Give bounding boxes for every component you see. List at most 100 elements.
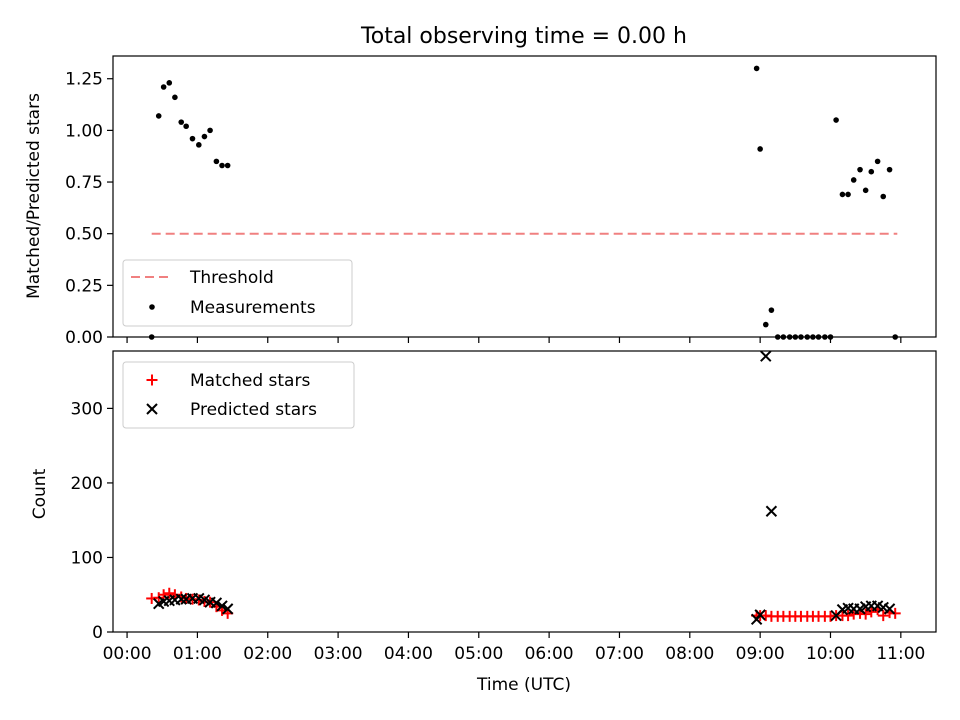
measurement-point (207, 127, 213, 134)
count-marks (146, 350, 901, 626)
x-tick-label: 08:00 (665, 644, 714, 664)
x-tick-label: 11:00 (876, 644, 925, 664)
predicted-star-point (175, 593, 187, 605)
measurement-point (757, 146, 763, 152)
count-y-axis-label: Count (30, 468, 50, 519)
measurement-point (201, 133, 208, 140)
predicted-star-point-b (221, 603, 234, 615)
y-tick-label: 100 (71, 548, 103, 568)
measurement-point (155, 113, 162, 119)
measurement-point (874, 158, 881, 165)
x-tick-label: 02:00 (243, 644, 292, 664)
matched-star-point (158, 589, 170, 601)
predicted-star-point-b (754, 609, 766, 621)
predicted-star-point-b (877, 601, 889, 614)
x-tick-label: 06:00 (525, 644, 574, 664)
measurement-point (189, 135, 196, 142)
measurement-point (762, 321, 769, 328)
count-panel: 0 100 200 300 00:00 01:00 02:00 03:00 04:00 05:0… (30, 350, 937, 695)
y-tick-label: 0 (92, 623, 103, 643)
x-tick-label: 00:00 (103, 644, 152, 664)
matched-star-point (860, 608, 872, 620)
legend-predicted-label: Predicted stars (190, 400, 317, 420)
measurement-point (862, 187, 869, 194)
predicted-star-point (216, 600, 228, 612)
ratio-legend: Threshold Measurements (122, 259, 353, 327)
matched-star-point (169, 589, 181, 601)
predicted-star-point-b (198, 594, 211, 606)
legend-matched-swatch (146, 374, 158, 386)
x-tick-label: 10:00 (806, 644, 855, 664)
measurement-point (178, 119, 185, 125)
legend-measurements-swatch (149, 304, 155, 310)
measurement-point (166, 80, 173, 86)
measurement-point (886, 166, 893, 173)
measurement-point (213, 158, 220, 165)
predicted-star-point-b (193, 592, 205, 605)
measurement-point (753, 65, 760, 72)
ratio-legend-box (122, 259, 353, 327)
ratio-panel: 0.00 0.25 0.50 0.75 1.00 1.25 Matched/Predict… (24, 55, 937, 348)
y-tick-label: 1.00 (65, 121, 103, 141)
measurement-point (160, 84, 167, 90)
count-legend-box (122, 361, 355, 429)
y-tick-label: 0.25 (65, 276, 103, 296)
ratio-axes-frame (112, 55, 937, 338)
measurement-point (845, 191, 851, 198)
count-axes-frame (112, 350, 937, 633)
measurement-point (857, 166, 863, 173)
ratio-y-axis-label: Matched/Predicted stars (24, 93, 44, 299)
x-tick-label: 09:00 (736, 644, 785, 664)
matched-star-point (877, 610, 889, 622)
y-tick-label: 0.00 (65, 328, 103, 348)
matched-star-point (163, 587, 175, 599)
predicted-star-point-b (175, 593, 187, 605)
measurement-point (196, 142, 202, 148)
y-tick-label: 300 (71, 399, 103, 419)
measurement-point (224, 162, 231, 169)
y-tick-label: 1.25 (65, 70, 103, 90)
predicted-star-point-b (871, 600, 884, 612)
matched-star-point (889, 607, 901, 619)
ratio-x-ticks (126, 337, 902, 343)
matched-star-point (842, 610, 854, 622)
ratio-y-ticks: 0.00 0.25 0.50 0.75 1.00 1.25 (65, 70, 113, 348)
measurement-point (219, 162, 225, 169)
legend-predicted-swatch-b (146, 403, 158, 415)
legend-threshold-label: Threshold (189, 268, 274, 288)
x-tick-label: 01:00 (173, 644, 222, 664)
x-tick-label: 07:00 (595, 644, 644, 664)
measurement-point (868, 168, 875, 175)
count-y-ticks: 0 100 200 300 (71, 399, 113, 643)
count-legend: Matched stars Predicted stars (122, 361, 355, 429)
predicted-star-point-b (765, 505, 778, 517)
predicted-star-point (221, 603, 234, 615)
ratio-marks (148, 65, 899, 340)
y-tick-label: 0.50 (65, 225, 103, 245)
predicted-star-point-b (883, 603, 896, 615)
predicted-star-point-b (760, 350, 772, 362)
legend-matched-label: Matched stars (190, 371, 310, 391)
figure-title: Total observing time = 0.00 h (360, 24, 687, 49)
x-tick-label: 03:00 (314, 644, 363, 664)
legend-predicted-swatch (146, 403, 158, 415)
y-tick-label: 200 (71, 474, 103, 494)
measurement-point (839, 191, 846, 198)
measurement-point (850, 177, 857, 183)
y-tick-label: 0.75 (65, 173, 103, 193)
predicted-star-point (883, 603, 896, 615)
count-x-ticks: 00:00 01:00 02:00 03:00 04:00 05:00 06:00 07:00… (103, 632, 925, 664)
measurement-point (183, 123, 189, 130)
predicted-star-point (210, 597, 223, 609)
legend-measurements-label: Measurements (190, 298, 316, 318)
predicted-star-point-b (210, 597, 223, 609)
predicted-star-point-b (842, 602, 854, 614)
measurement-point (880, 193, 887, 200)
predicted-star-point (754, 609, 766, 621)
predicted-star-point (760, 350, 772, 362)
matched-star-point (865, 606, 877, 618)
measurement-point (833, 117, 839, 123)
predicted-star-point (765, 505, 778, 517)
